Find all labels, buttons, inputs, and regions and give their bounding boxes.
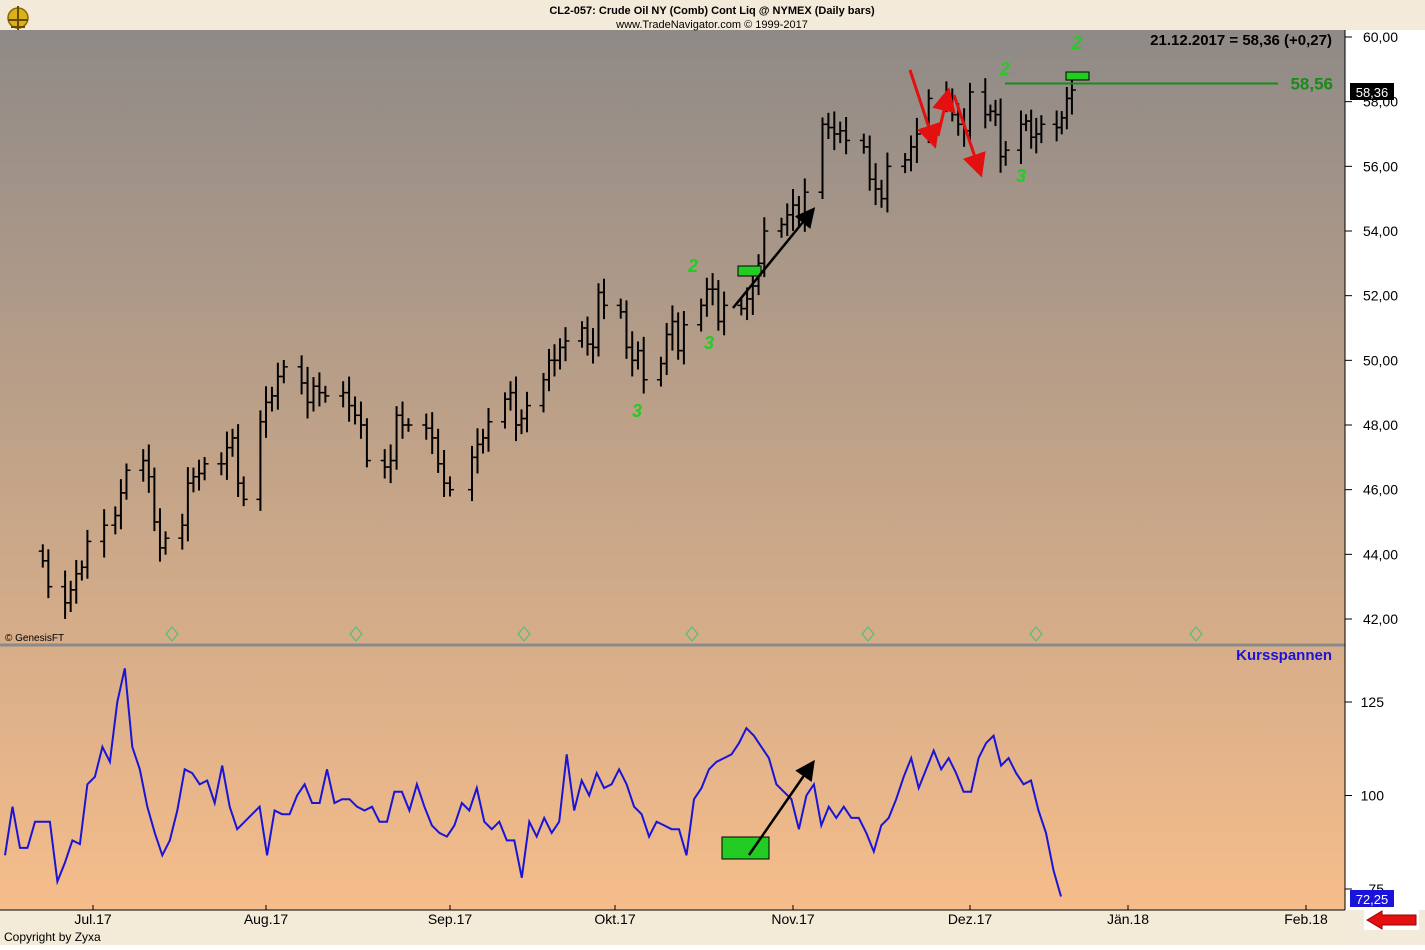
y-axis-background: [1345, 30, 1425, 910]
price-tag-box: [1350, 83, 1394, 100]
chart-title: CL2-057: Crude Oil NY (Comb) Cont Liq @ …: [549, 5, 875, 17]
red-arrow-up: [932, 87, 956, 137]
indicator-series: [4, 668, 1062, 897]
wave-marker: 2: [999, 59, 1010, 79]
indicator-tick-label: 125: [1361, 694, 1385, 710]
time-tick-label: Jän.18: [1107, 911, 1149, 927]
chart-subtitle: www.TradeNavigator.com © 1999-2017: [615, 19, 808, 31]
level-line-label: 58,56: [1290, 75, 1333, 94]
ohlc-bar: [446, 476, 454, 497]
ohlc-bar: [760, 217, 769, 278]
price-tick-label: 60,00: [1363, 29, 1398, 45]
wave-marker: 2: [687, 256, 698, 276]
time-axis-ticks: Jul.17 Aug.17 Sep.17 Okt.17 Nov.17 Dez.17 Jän.…: [74, 905, 1328, 927]
data-credit: © GenesisFT: [5, 633, 64, 644]
r-marker-icon: [517, 626, 531, 642]
wave-marker: 3: [1016, 166, 1026, 186]
ohlc-bar: [1037, 115, 1046, 144]
price-tick-label: 48,00: [1363, 417, 1398, 433]
time-tick-label: Aug.17: [244, 911, 289, 927]
red-arrow-down-1: [908, 69, 940, 149]
ohlc-bar: [239, 476, 248, 507]
r-marker-icon: [1189, 626, 1203, 642]
time-tick-label: Dez.17: [948, 911, 993, 927]
copyright-text: Copyright by Zyxa: [4, 930, 101, 944]
ohlc-bar: [100, 509, 109, 558]
price-tick-label: 50,00: [1363, 352, 1398, 368]
ohlc-bar: [1001, 141, 1010, 166]
indicator-tag-box: [1350, 890, 1394, 907]
time-tick-label: Sep.17: [428, 911, 473, 927]
price-tick-label: 56,00: [1363, 158, 1398, 174]
ohlc-bar: [122, 463, 131, 500]
price-tick-label: 46,00: [1363, 482, 1398, 498]
wave-marker: 3: [632, 401, 642, 421]
time-tick-label: Nov.17: [771, 911, 815, 927]
r-marker-icon: [165, 626, 179, 642]
r-event-markers: [165, 626, 1203, 642]
indicator-tag: 72,25: [1356, 892, 1389, 907]
ohlc-bar: [404, 418, 413, 432]
time-tick-label: Jul.17: [74, 911, 112, 927]
ohlc-bar: [720, 291, 729, 336]
ohlc-bar: [484, 407, 493, 452]
x-axis-background: [0, 910, 1345, 945]
navigator-logo-icon: [7, 6, 29, 30]
ohlc-bar: [523, 391, 531, 433]
ohlc-bar: [883, 152, 892, 213]
r-marker-icon: [1029, 626, 1043, 642]
indicator-highlight-box: [721, 836, 770, 860]
indicator-label: Kursspannen: [1236, 647, 1332, 664]
wave-marker: 3: [704, 333, 714, 353]
time-tick-label: Feb.18: [1284, 911, 1328, 927]
ohlc-bar: [362, 418, 371, 468]
indicator-trend-arrow: [747, 759, 815, 856]
price-tag: 58,36: [1356, 85, 1389, 100]
ohlc-bar: [321, 385, 330, 403]
r-marker-icon: [349, 626, 363, 642]
price-tick-label: 44,00: [1363, 546, 1398, 562]
price-tick-label: 52,00: [1363, 288, 1398, 304]
ohlc-bar: [600, 278, 608, 320]
wave-marker: 2: [1071, 33, 1082, 53]
price-tick-label: 42,00: [1363, 611, 1398, 627]
target-box: [1065, 71, 1090, 81]
ohlc-bar: [842, 116, 851, 155]
entry-box: [737, 265, 762, 277]
trend-arrow-up: [732, 207, 816, 309]
ohlc-bar: [679, 310, 688, 365]
ohlc-bar: [44, 549, 53, 599]
scroll-right-arrow-icon[interactable]: [1364, 910, 1419, 930]
price-tick-label: 54,00: [1363, 223, 1398, 239]
ohlc-bar: [639, 336, 648, 394]
ohlc-bar: [279, 360, 288, 384]
indicator-line: [4, 668, 1062, 897]
ohlc-bar: [83, 529, 92, 579]
ohlc-bars: [38, 73, 1076, 619]
time-tick-label: Okt.17: [594, 911, 635, 927]
price-axis-ticks: 60,0058,0056,0054,0052,0050,0048,0046,00…: [1345, 29, 1398, 627]
ohlc-bar: [200, 457, 209, 481]
plot-background: [0, 30, 1345, 910]
quote-readout: 21.12.2017 = 58,36 (+0,27): [1150, 32, 1332, 49]
indicator-tick-label: 100: [1361, 788, 1385, 804]
r-marker-icon: [861, 626, 875, 642]
ohlc-bar: [1067, 73, 1076, 115]
ohlc-bar: [161, 531, 170, 555]
ohlc-bar: [561, 327, 570, 362]
red-arrow-down-2: [952, 94, 986, 178]
r-marker-icon: [685, 626, 699, 642]
